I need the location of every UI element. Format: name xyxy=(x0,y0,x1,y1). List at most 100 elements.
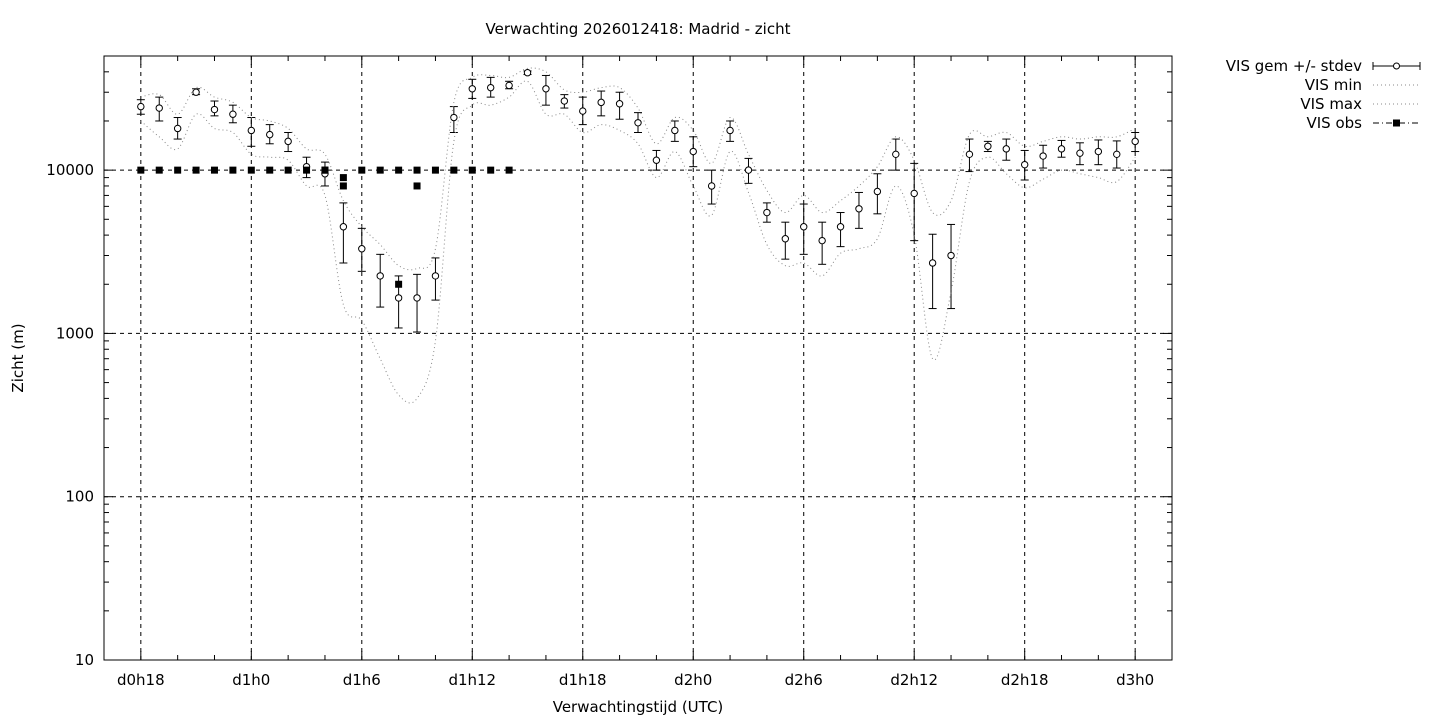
mean-point xyxy=(855,205,863,213)
obs-point xyxy=(468,166,476,174)
obs-point xyxy=(376,166,384,174)
mean-point xyxy=(560,97,569,105)
mean-point xyxy=(339,223,348,231)
legend-marker xyxy=(1393,119,1400,127)
obs-point xyxy=(155,166,163,174)
y-tick-label: 10000 xyxy=(46,161,94,179)
mean-point xyxy=(763,208,771,217)
mean-point xyxy=(781,235,790,243)
mean-point xyxy=(523,69,532,77)
mean-point xyxy=(450,113,458,122)
mean-point xyxy=(1002,145,1010,153)
y-tick-label: 10 xyxy=(75,651,94,669)
obs-point xyxy=(266,166,274,174)
mean-point xyxy=(1094,147,1103,156)
y-tick-label: 100 xyxy=(65,488,94,506)
x-tick-label: d1h12 xyxy=(448,671,496,689)
mean-point xyxy=(173,124,182,133)
mean-point xyxy=(928,259,937,267)
mean-point xyxy=(965,150,974,159)
mean-point xyxy=(1131,137,1139,146)
mean-point xyxy=(247,126,256,135)
mean-point xyxy=(376,272,384,280)
mean-point xyxy=(155,104,163,112)
x-tick-label: d2h0 xyxy=(674,671,712,689)
mean-point xyxy=(818,236,826,245)
chart-title: Verwachting 2026012418: Madrid - zicht xyxy=(486,20,791,38)
mean-point xyxy=(671,126,679,135)
mean-point xyxy=(652,156,661,164)
legend-label: VIS max xyxy=(1300,95,1362,113)
obs-point xyxy=(247,166,255,174)
obs-point xyxy=(413,182,421,190)
x-tick-labels: d0h18 d1h0 d1h6 d1h12 d1h18 d2h0 d2h6 d2h12 d2h1… xyxy=(117,671,1154,689)
obs-point xyxy=(339,182,347,190)
obs-point xyxy=(505,166,513,174)
mean-point xyxy=(707,182,716,190)
obs-point xyxy=(192,166,200,174)
obs-point xyxy=(339,174,347,182)
obs-point xyxy=(229,166,237,174)
legend-label: VIS min xyxy=(1305,76,1362,94)
plot-frame xyxy=(103,55,1173,661)
mean-point xyxy=(486,83,495,92)
x-tick-label: d1h6 xyxy=(343,671,381,689)
mean-point xyxy=(266,130,274,139)
mean-point xyxy=(597,98,605,107)
mean-point xyxy=(210,105,219,114)
x-tick-label: d3h0 xyxy=(1116,671,1154,689)
mean-point xyxy=(910,189,918,198)
mean-point xyxy=(1039,152,1047,160)
mean-point xyxy=(358,245,366,253)
mean-point xyxy=(413,294,421,302)
obs-point xyxy=(413,166,421,174)
mean-point xyxy=(892,150,900,159)
legend-label: VIS gem +/- stdev xyxy=(1226,57,1362,75)
y-tick-label: 1000 xyxy=(56,324,94,342)
obs-point xyxy=(284,166,292,174)
grid-lines xyxy=(104,56,1172,660)
mean-point xyxy=(1020,160,1029,169)
obs-point xyxy=(303,166,311,174)
mean-point xyxy=(431,272,440,280)
mean-point xyxy=(634,119,642,127)
mean-point xyxy=(873,187,882,196)
mean-point xyxy=(1057,145,1066,153)
obs-point xyxy=(321,166,329,174)
mean-point xyxy=(137,102,145,111)
axis-ticks xyxy=(103,55,1173,661)
mean-point xyxy=(800,223,808,231)
mean-point xyxy=(394,294,403,302)
x-tick-label: d2h18 xyxy=(1001,671,1049,689)
obs-point xyxy=(174,166,182,174)
obs-point xyxy=(358,166,366,174)
legend-label: VIS obs xyxy=(1307,114,1363,132)
mean-point xyxy=(744,166,753,174)
obs-point xyxy=(395,280,403,288)
mean-point xyxy=(192,88,200,96)
data-series xyxy=(136,67,1140,404)
mean-point xyxy=(1113,150,1121,159)
obs-point xyxy=(450,166,458,174)
mean-point xyxy=(615,100,624,108)
y-tick-labels: 10 100 1000 10000 xyxy=(46,161,94,669)
mean-point xyxy=(542,85,550,93)
mean-point xyxy=(468,85,476,93)
obs-point xyxy=(210,166,218,174)
mean-point xyxy=(284,137,292,146)
mean-point xyxy=(689,147,697,156)
mean-point xyxy=(947,251,955,260)
series-vis-obs xyxy=(137,166,513,288)
legend-marker xyxy=(1393,62,1400,70)
mean-point xyxy=(984,142,992,150)
mean-point xyxy=(229,110,237,118)
mean-point xyxy=(836,223,845,231)
obs-point xyxy=(487,166,495,174)
x-tick-label: d1h18 xyxy=(559,671,607,689)
y-axis-label: Zicht (m) xyxy=(9,323,27,392)
x-tick-label: d0h18 xyxy=(117,671,165,689)
mean-point xyxy=(1076,149,1084,157)
mean-point xyxy=(579,107,587,115)
